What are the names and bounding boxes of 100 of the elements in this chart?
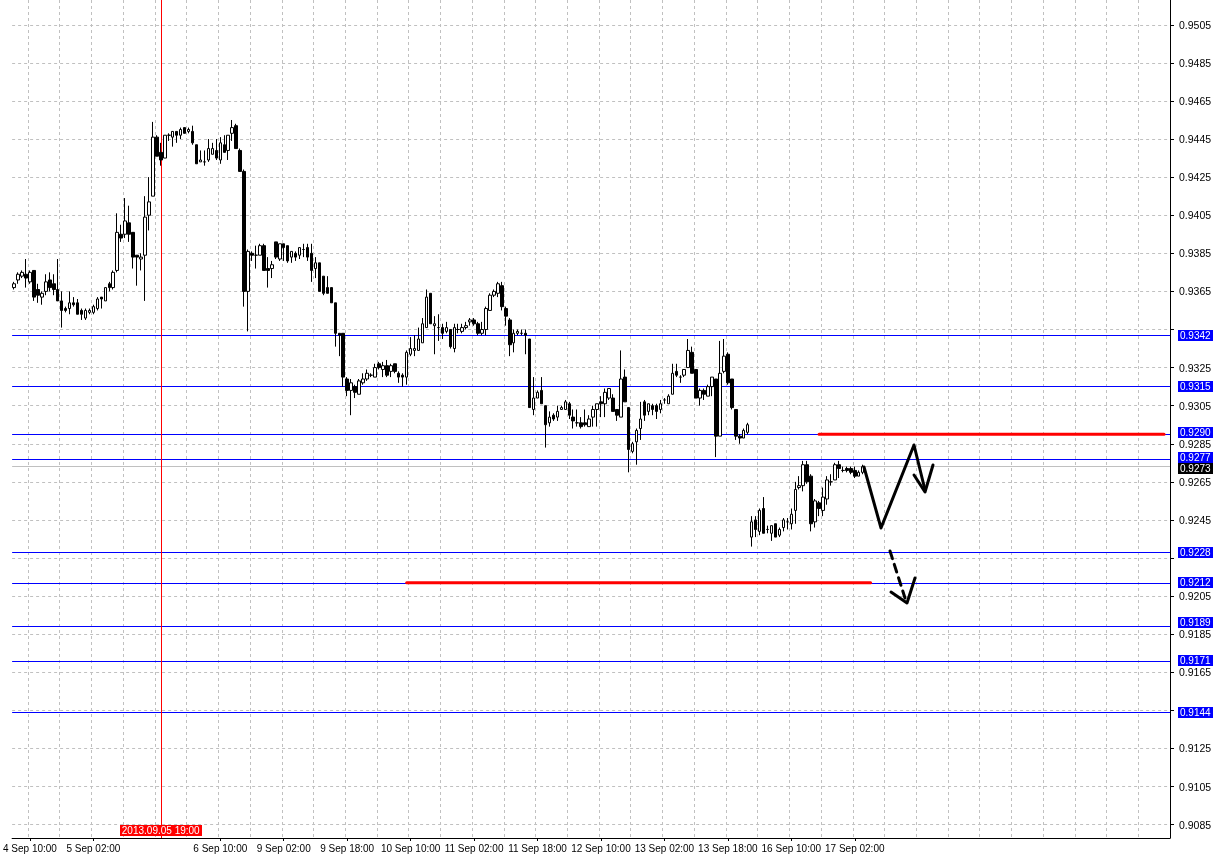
candlestick [575, 408, 579, 428]
candlestick [460, 323, 464, 334]
x-tick-label: 10 Sep 10:00 [380, 842, 441, 854]
x-tick-label: 13 Sep 18:00 [698, 842, 759, 854]
x-tick-label: 9 Sep 18:00 [320, 842, 375, 854]
candlestick [556, 405, 559, 422]
y-tick-label: 0.9205 [1179, 590, 1212, 603]
candlestick [774, 523, 777, 538]
x-tick-label: 4 Sep 10:00 [3, 842, 58, 854]
candlestick [234, 123, 238, 150]
y-tick-label: 0.9305 [1179, 399, 1212, 412]
y-tick-label: 0.9405 [1179, 209, 1212, 222]
ref-line-label: 0.9277 [1178, 451, 1213, 463]
candlestick [619, 349, 623, 418]
candlestick [16, 271, 20, 285]
candlestick [207, 138, 210, 163]
candlestick [254, 245, 258, 270]
candlestick [468, 317, 472, 327]
y-tick-label: 0.9265 [1179, 475, 1212, 488]
y-tick-label: 0.9365 [1179, 285, 1212, 298]
ref-line-label: 0.9144 [1178, 706, 1213, 718]
candlestick [655, 403, 658, 420]
candlestick [381, 361, 385, 378]
candlestick [750, 515, 753, 548]
candlestick [849, 466, 853, 475]
y-tick-label: 0.9245 [1179, 513, 1212, 526]
candlestick [524, 328, 527, 355]
x-tick-label: 13 Sep 02:00 [634, 842, 695, 854]
candlestick [191, 125, 194, 146]
candlestick [453, 323, 456, 353]
candlestick [373, 363, 377, 378]
candlestick [651, 403, 654, 416]
candlestick [833, 462, 837, 481]
candlestick [171, 130, 174, 148]
y-tick-label: 0.9185 [1179, 628, 1212, 641]
x-tick-label: 11 Sep 18:00 [508, 842, 568, 854]
ref-line-label: 0.9212 [1178, 577, 1213, 589]
candlestick [278, 243, 282, 262]
y-tick-label: 0.9105 [1179, 780, 1212, 793]
candlestick [389, 363, 393, 378]
ref-line-label: 0.9342 [1178, 329, 1213, 341]
ref-line-label: 0.9189 [1178, 617, 1213, 629]
candlestick [671, 363, 674, 395]
candlestick [801, 460, 805, 492]
candlestick [762, 496, 765, 534]
candlestick [504, 306, 508, 327]
candlestick [68, 290, 71, 315]
candlestick [853, 466, 857, 479]
y-tick-label: 0.9285 [1179, 437, 1212, 450]
candlestick [437, 313, 440, 342]
y-tick-label: 0.9445 [1179, 133, 1212, 146]
candlestick [282, 243, 285, 262]
candlestick [583, 408, 587, 428]
candlestick [857, 469, 860, 477]
candlestick [215, 138, 218, 161]
candlestick [845, 466, 849, 473]
y-tick-label: 0.9385 [1179, 247, 1212, 260]
x-tick-label: 11 Sep 02:00 [444, 842, 504, 854]
y-tick-label: 0.9505 [1179, 18, 1212, 31]
candlestick [179, 127, 182, 140]
y-tick-label: 0.9485 [1179, 56, 1212, 69]
y-tick-label: 0.9465 [1179, 94, 1212, 107]
candlestick [635, 428, 638, 466]
candlestick [837, 460, 841, 479]
candlestick [84, 308, 87, 321]
candlestick [385, 359, 389, 378]
candlestick [643, 399, 646, 422]
candlestick [32, 269, 36, 302]
candlestick [310, 243, 313, 283]
y-tick-label: 0.9085 [1179, 818, 1212, 831]
candlestick [500, 281, 504, 311]
x-tick-label: 16 Sep 10:00 [761, 842, 822, 854]
candlestick [349, 378, 353, 416]
candlestick [175, 130, 178, 144]
x-tick-label: 2013.09.05 19:00 [119, 825, 202, 836]
candlestick [203, 149, 206, 167]
candlestick [476, 321, 480, 336]
candlestick [286, 245, 289, 264]
candlestick [508, 317, 512, 357]
candlestick [274, 241, 278, 260]
candlestick [540, 376, 543, 405]
ref-line-label: 0.9273 [1178, 463, 1213, 475]
x-tick-label: 6 Sep 10:00 [193, 842, 248, 854]
y-tick-label: 0.9125 [1179, 742, 1212, 755]
x-tick-label: 9 Sep 02:00 [256, 842, 312, 854]
candlestick [48, 271, 52, 292]
x-tick-label: 17 Sep 02:00 [825, 842, 885, 854]
ref-line-label: 0.9290 [1178, 426, 1213, 438]
candlestick [746, 422, 749, 435]
candlestick [790, 508, 793, 530]
ref-line-label: 0.9228 [1178, 546, 1213, 558]
candlestick [195, 144, 198, 165]
y-tick-label: 0.9325 [1179, 361, 1212, 374]
candlestick [770, 525, 773, 542]
candlestick [627, 407, 630, 473]
candlestick [667, 393, 670, 405]
candlestick [24, 258, 28, 289]
candlestick [544, 405, 547, 449]
candlestick [294, 250, 297, 262]
x-tick-label: 12 Sep 10:00 [571, 842, 632, 854]
